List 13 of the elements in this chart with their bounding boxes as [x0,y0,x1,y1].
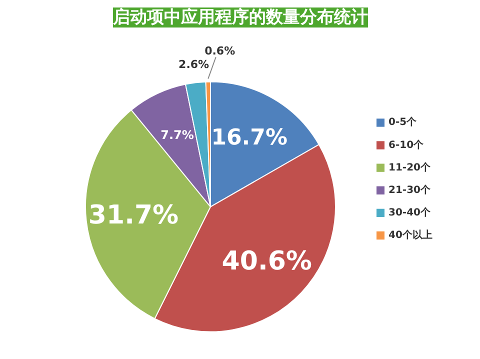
chart-title: 启动项中应用程序的数量分布统计 [112,8,368,28]
data-label: 2.6% [178,58,210,71]
legend-label: 30-40个 [388,206,432,218]
legend-label: 11-20个 [388,161,432,174]
legend-label: 0-5个 [388,116,418,128]
legend-label: 6-10个 [388,138,425,151]
data-label: 7.7% [160,128,194,142]
data-label: 31.7% [88,200,179,231]
legend-label: 40个以上 [388,228,432,241]
data-label: 16.7% [211,126,288,151]
data-label: 40.6% [222,246,312,276]
data-label: 0.6% [204,44,236,58]
legend-label: 21-30个 [388,184,432,196]
